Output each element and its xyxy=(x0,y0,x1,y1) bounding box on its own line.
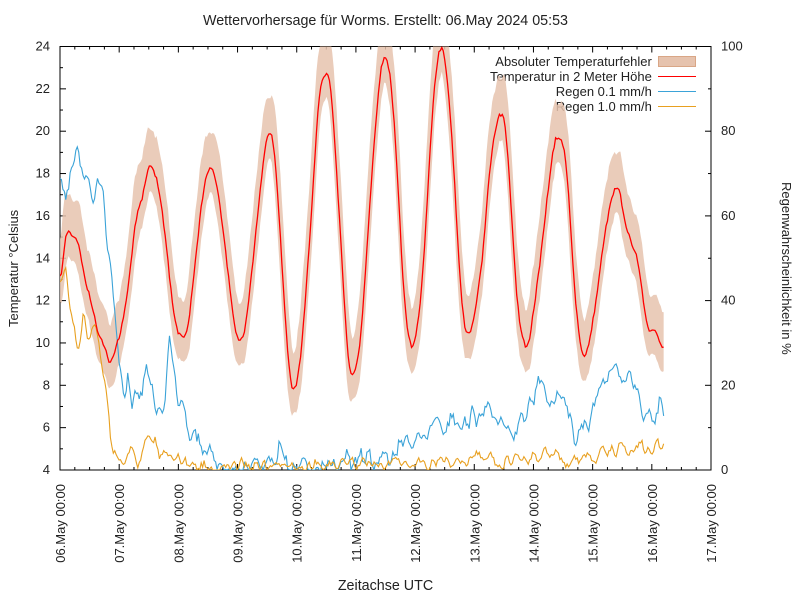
svg-text:6: 6 xyxy=(43,420,50,435)
svg-text:16: 16 xyxy=(36,208,50,223)
svg-text:100: 100 xyxy=(721,39,743,54)
svg-text:10: 10 xyxy=(36,335,50,350)
svg-text:20: 20 xyxy=(36,123,50,138)
svg-text:40: 40 xyxy=(721,293,735,308)
svg-text:60: 60 xyxy=(721,208,735,223)
svg-text:12.May 00:00: 12.May 00:00 xyxy=(408,484,423,563)
svg-text:14.May 00:00: 14.May 00:00 xyxy=(526,484,541,563)
svg-text:09.May 00:00: 09.May 00:00 xyxy=(231,484,246,563)
svg-text:13.May 00:00: 13.May 00:00 xyxy=(467,484,482,563)
svg-text:22: 22 xyxy=(36,81,50,96)
svg-text:15.May 00:00: 15.May 00:00 xyxy=(586,484,601,563)
svg-text:11.May 00:00: 11.May 00:00 xyxy=(349,484,364,562)
svg-text:0: 0 xyxy=(721,462,728,477)
svg-text:4: 4 xyxy=(43,462,50,477)
svg-text:16.May 00:00: 16.May 00:00 xyxy=(645,484,660,563)
svg-text:80: 80 xyxy=(721,123,735,138)
svg-text:07.May 00:00: 07.May 00:00 xyxy=(112,484,127,563)
svg-text:24: 24 xyxy=(36,39,50,54)
svg-text:08.May 00:00: 08.May 00:00 xyxy=(171,484,186,563)
svg-text:8: 8 xyxy=(43,377,50,392)
svg-text:17.May 00:00: 17.May 00:00 xyxy=(704,484,719,563)
svg-text:18: 18 xyxy=(36,166,50,181)
svg-text:12: 12 xyxy=(36,293,50,308)
svg-text:06.May 00:00: 06.May 00:00 xyxy=(53,484,68,563)
svg-text:20: 20 xyxy=(721,377,735,392)
svg-text:10.May 00:00: 10.May 00:00 xyxy=(290,484,305,563)
svg-text:14: 14 xyxy=(36,250,50,265)
